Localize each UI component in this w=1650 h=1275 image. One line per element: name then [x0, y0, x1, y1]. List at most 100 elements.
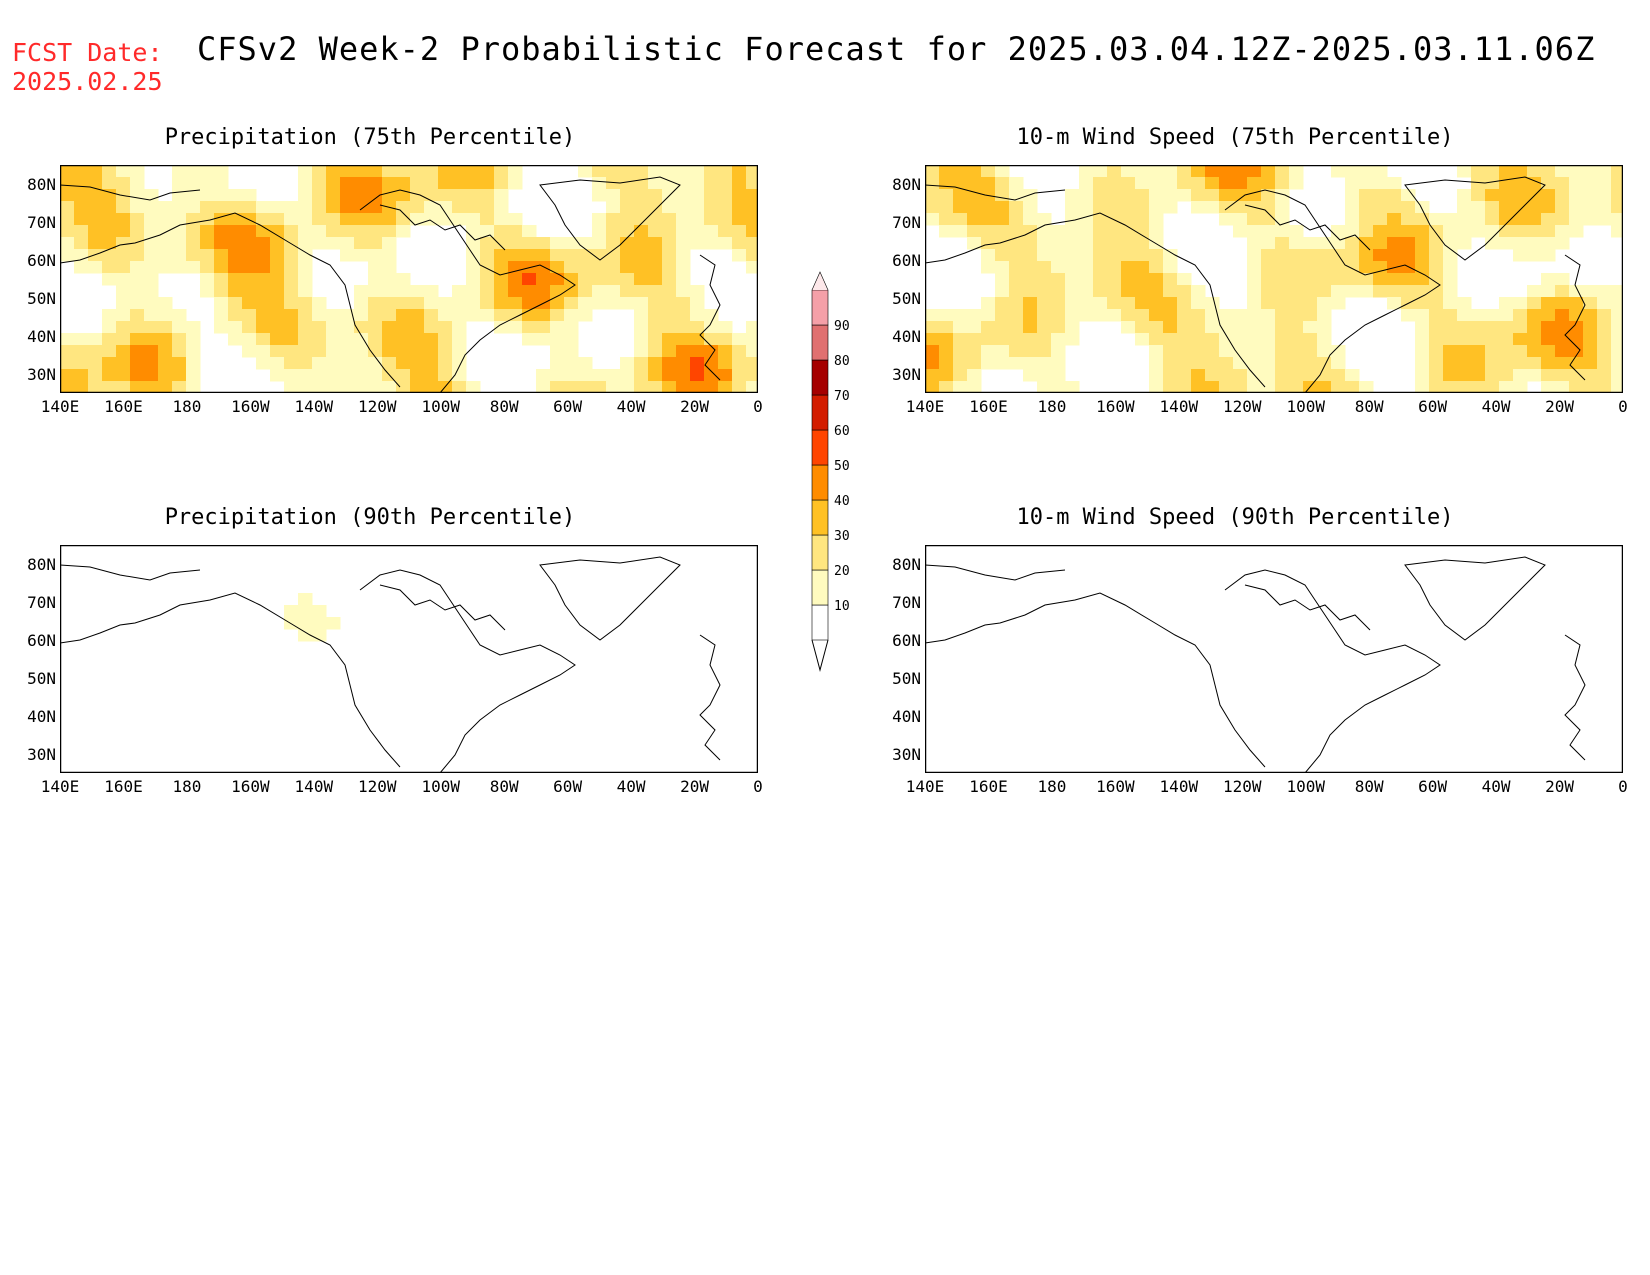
lon-tick-label: 80W [489, 397, 519, 416]
panel-precip-90: Precipitation (90th Percentile) 140E 160E… [0, 505, 763, 805]
fcst-date-label: FCST Date: [12, 38, 163, 67]
colorbar-bin [811, 499, 829, 536]
lat-tick-label: 60N [892, 251, 921, 270]
lon-tick-label: 0 [753, 397, 763, 416]
colorbar-bin [811, 604, 829, 641]
lon-tick-label: 80W [489, 777, 519, 796]
lat-tick-label: 80N [27, 175, 56, 194]
lon-tick-label: 80W [1354, 397, 1384, 416]
lon-tick-label: 20W [1545, 397, 1574, 416]
lon-tick-label: 140W [294, 777, 334, 796]
lon-tick-label: 160W [231, 777, 270, 796]
lon-tick-label: 100W [1286, 397, 1325, 416]
lon-tick-label: 60W [1418, 397, 1448, 416]
lon-tick-label: 140W [1159, 777, 1199, 796]
lon-tick-label: 20W [1545, 777, 1574, 796]
lon-tick-label: 100W [1286, 777, 1325, 796]
lon-tick-label: 160E [969, 397, 1008, 416]
panel-title: Precipitation (90th Percentile) [164, 505, 576, 530]
lon-tick-label: 100W [421, 397, 460, 416]
lat-tick-label: 40N [27, 327, 56, 346]
lat-tick-label: 30N [892, 745, 921, 764]
lat-tick-label: 80N [892, 175, 921, 194]
lon-tick-label: 20W [680, 397, 709, 416]
lon-tick-label: 160E [969, 777, 1008, 796]
lon-tick-label: 160E [104, 777, 143, 796]
lat-tick-label: 40N [892, 327, 921, 346]
panel-wind-90: 10-m Wind Speed (90th Percentile) 140E 16… [865, 505, 1628, 805]
lon-tick-label: 100W [421, 777, 460, 796]
colorbar: 10 20 30 40 50 60 70 80 90 [811, 271, 850, 672]
colorbar-bin [811, 359, 829, 396]
lon-tick-label: 140E [40, 777, 80, 796]
panel-precip-75: Precipitation (75th Percentile) 140E 160E… [0, 125, 763, 425]
colorbar-bin [811, 464, 829, 501]
colorbar-label: 70 [834, 389, 850, 404]
lon-tick-label: 160E [104, 397, 143, 416]
lon-tick-label: 140E [905, 777, 945, 796]
lat-tick-label: 70N [892, 593, 921, 612]
lat-tick-label: 70N [27, 213, 56, 232]
fcst-date-block: FCST Date: 2025.02.25 [12, 38, 163, 96]
lat-tick-label: 50N [27, 669, 56, 688]
lon-tick-label: 160W [231, 397, 270, 416]
colorbar-label: 60 [834, 424, 850, 439]
lon-tick-label: 20W [680, 777, 709, 796]
panel-title: Precipitation (75th Percentile) [164, 125, 576, 150]
lat-tick-label: 30N [27, 745, 56, 764]
lat-tick-label: 30N [27, 365, 56, 384]
main-title: CFSv2 Week-2 Probabilistic Forecast for … [197, 30, 1596, 68]
colorbar-bin [811, 429, 829, 466]
map-precip-90 [60, 545, 758, 773]
lon-tick-label: 140W [294, 397, 334, 416]
colorbar-bin [811, 569, 829, 606]
lat-tick-label: 50N [892, 669, 921, 688]
lon-tick-label: 0 [1618, 777, 1628, 796]
colorbar-bin [811, 289, 829, 326]
lat-tick-label: 40N [892, 707, 921, 726]
lon-tick-label: 180 [172, 777, 202, 796]
lat-tick-label: 50N [892, 289, 921, 308]
lon-tick-label: 0 [1618, 397, 1628, 416]
lon-tick-label: 40W [616, 777, 646, 796]
lat-tick-label: 30N [892, 365, 921, 384]
lon-tick-label: 140E [40, 397, 80, 416]
lat-tick-label: 70N [892, 213, 921, 232]
lon-tick-label: 180 [1037, 397, 1067, 416]
lon-tick-label: 160W [1096, 777, 1135, 796]
lon-tick-label: 120W [358, 397, 397, 416]
colorbar-label: 40 [834, 494, 850, 509]
colorbar-bin [811, 324, 829, 361]
lat-tick-label: 80N [27, 555, 56, 574]
lat-tick-label: 40N [27, 707, 56, 726]
lon-tick-label: 120W [1223, 777, 1262, 796]
panel-title: 10-m Wind Speed (90th Percentile) [1016, 505, 1454, 530]
colorbar-label: 90 [834, 319, 850, 334]
lat-tick-label: 60N [27, 631, 56, 650]
colorbar-label: 20 [834, 564, 850, 579]
colorbar-label: 30 [834, 529, 850, 544]
map-precip-75 [60, 165, 758, 393]
lon-tick-label: 140E [905, 397, 945, 416]
lon-tick-label: 40W [1481, 777, 1511, 796]
lon-tick-label: 140W [1159, 397, 1199, 416]
colorbar-label: 10 [834, 599, 850, 614]
colorbar-label: 80 [834, 354, 850, 369]
lon-tick-label: 0 [753, 777, 763, 796]
map-wind-90 [925, 545, 1623, 773]
fcst-date-value: 2025.02.25 [12, 67, 163, 96]
panel-wind-75: 10-m Wind Speed (75th Percentile) 140E 16… [865, 125, 1628, 425]
colorbar-label: 50 [834, 459, 850, 474]
lon-tick-label: 120W [358, 777, 397, 796]
lon-tick-label: 180 [172, 397, 202, 416]
lat-tick-label: 50N [27, 289, 56, 308]
lon-tick-label: 40W [616, 397, 646, 416]
lat-tick-label: 60N [27, 251, 56, 270]
lon-tick-label: 40W [1481, 397, 1511, 416]
lon-tick-label: 120W [1223, 397, 1262, 416]
colorbar-bin [811, 534, 829, 571]
lon-tick-label: 60W [553, 397, 583, 416]
colorbar-bin [811, 394, 829, 431]
lat-tick-label: 70N [27, 593, 56, 612]
lon-tick-label: 60W [553, 777, 583, 796]
